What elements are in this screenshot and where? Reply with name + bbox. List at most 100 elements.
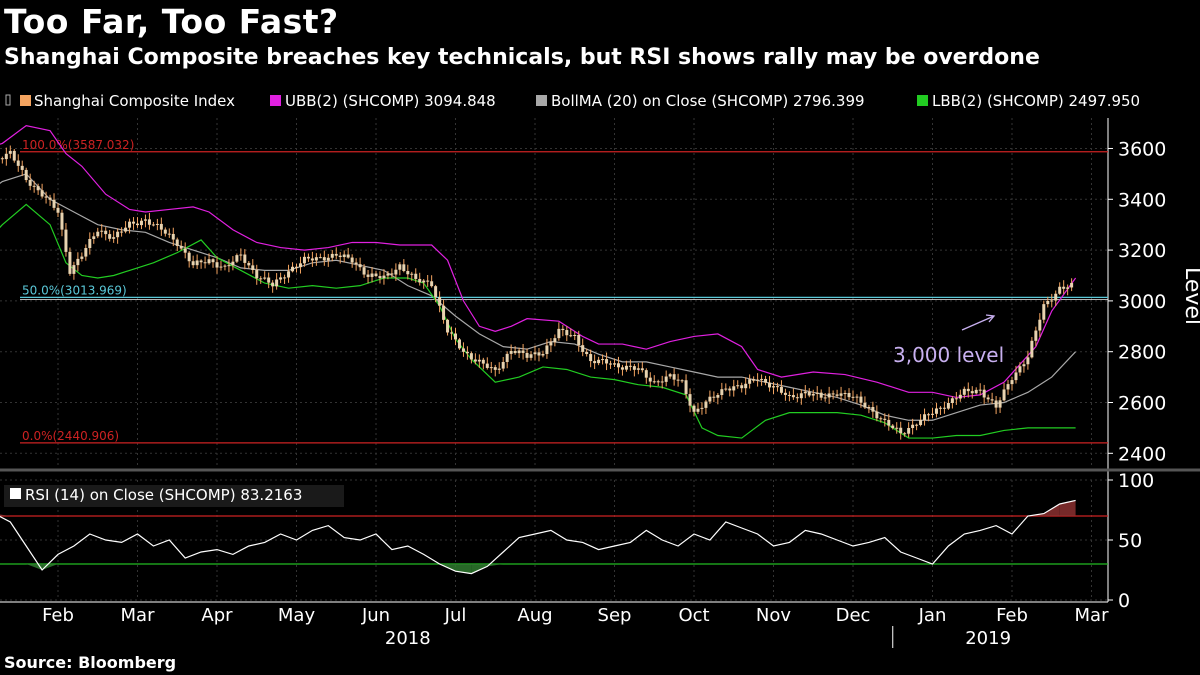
price-bar	[815, 392, 819, 394]
price-bar	[143, 219, 147, 221]
x-tick-month: Oct	[678, 605, 709, 626]
price-bar	[899, 427, 903, 434]
price-bar	[0, 158, 4, 160]
price-bar	[1058, 286, 1062, 294]
price-bar	[191, 261, 195, 266]
price-bar	[1070, 282, 1074, 288]
price-bar	[982, 389, 986, 398]
price-bar	[716, 395, 720, 398]
price-bar	[1030, 340, 1034, 358]
price-bar	[855, 396, 859, 398]
price-bar	[672, 374, 676, 380]
price-bar	[768, 382, 772, 388]
price-bar	[712, 396, 716, 398]
price-bar	[485, 363, 489, 368]
price-bar	[879, 418, 883, 420]
rsi-legend: RSI (14) on Close (SHCOMP) 83.2163	[4, 485, 344, 507]
price-bar	[414, 273, 418, 279]
price-bar	[263, 277, 267, 279]
price-bar	[950, 398, 954, 403]
fibonacci-label: 50.0%(3013.969)	[22, 283, 127, 297]
price-bar	[1062, 286, 1066, 289]
price-bar	[994, 400, 998, 408]
price-bar	[732, 386, 736, 391]
fibonacci-levels: 100.0%(3587.032) 50.0%(3013.969) 0.0%(2440…	[20, 138, 1108, 444]
price-bar	[155, 223, 159, 225]
price-bar	[974, 389, 978, 394]
price-bar	[923, 414, 927, 421]
price-bar	[513, 350, 517, 354]
price-bar	[195, 260, 199, 266]
price-bar	[219, 266, 223, 268]
price-bar	[267, 277, 271, 283]
price-bar	[350, 257, 354, 263]
price-bar	[628, 365, 632, 367]
source-note: Source: Bloomberg	[4, 653, 177, 672]
price-bar	[883, 418, 887, 420]
price-bar	[112, 237, 116, 239]
price-bar	[509, 350, 513, 354]
price-bar	[227, 265, 231, 267]
rsi-y-tick-label: 50	[1118, 530, 1142, 552]
price-bar	[239, 254, 243, 256]
price-bar	[318, 257, 322, 259]
price-bar	[915, 424, 919, 426]
price-bar	[247, 262, 251, 266]
legend-swatch-price	[20, 95, 31, 106]
legend-label-moving-avg: BollMA (20) on Close (SHCOMP) 2796.399	[551, 92, 865, 110]
price-bar	[620, 367, 624, 370]
price-bar	[819, 392, 823, 398]
price-bar	[298, 263, 302, 268]
price-bar	[827, 393, 831, 398]
price-bar	[48, 197, 52, 200]
price-bar	[764, 378, 768, 383]
legend-label-upper-band: UBB(2) (SHCOMP) 3094.848	[285, 92, 496, 110]
price-bar	[493, 367, 497, 370]
price-bar	[911, 424, 915, 429]
x-tick-month: Jun	[361, 605, 390, 626]
upper-band-line	[0, 124, 1077, 399]
price-bar	[418, 278, 422, 283]
y-tick-labels: 2400 2600 2800 3000 3200 3400 3600 0 50 100	[1118, 138, 1166, 612]
y-tick-label: 3000	[1118, 291, 1166, 313]
price-bar	[871, 407, 875, 412]
rsi-legend-swatch	[10, 488, 21, 499]
legend-swatch-lower-band	[917, 95, 928, 106]
price-bar	[287, 271, 291, 278]
price-bar	[72, 265, 76, 274]
price-bar	[346, 254, 350, 258]
price-bar	[326, 257, 330, 261]
price-bar	[291, 266, 295, 272]
price-bar	[851, 396, 855, 398]
price-bar	[454, 333, 457, 340]
price-bar	[302, 256, 306, 264]
price-bar	[779, 386, 783, 393]
price-bar	[52, 199, 56, 208]
price-bar	[605, 359, 609, 364]
price-bar	[501, 361, 505, 369]
price-bar	[36, 186, 40, 191]
price-bar	[330, 253, 334, 258]
legend-label-lower-band: LBB(2) (SHCOMP) 2497.950	[932, 92, 1140, 110]
price-bar	[533, 352, 537, 355]
price-bar	[736, 385, 740, 387]
price-bar	[986, 397, 990, 400]
price-bar	[92, 236, 96, 239]
price-bar	[688, 394, 692, 406]
price-bar	[295, 266, 298, 268]
price-bar	[978, 389, 982, 391]
price-bar	[402, 264, 406, 272]
price-bar	[517, 350, 521, 354]
price-bar	[1014, 372, 1018, 381]
price-bar	[529, 354, 533, 358]
price-bar	[306, 256, 310, 259]
price-bar	[931, 413, 934, 415]
x-tick-year: 2019	[965, 628, 1011, 649]
price-bar	[235, 255, 239, 262]
price-bar	[990, 399, 994, 401]
price-bar	[64, 229, 68, 252]
price-bar	[891, 425, 895, 429]
price-bar	[80, 256, 84, 259]
price-bar	[740, 385, 744, 389]
x-tick-month: May	[278, 605, 316, 626]
